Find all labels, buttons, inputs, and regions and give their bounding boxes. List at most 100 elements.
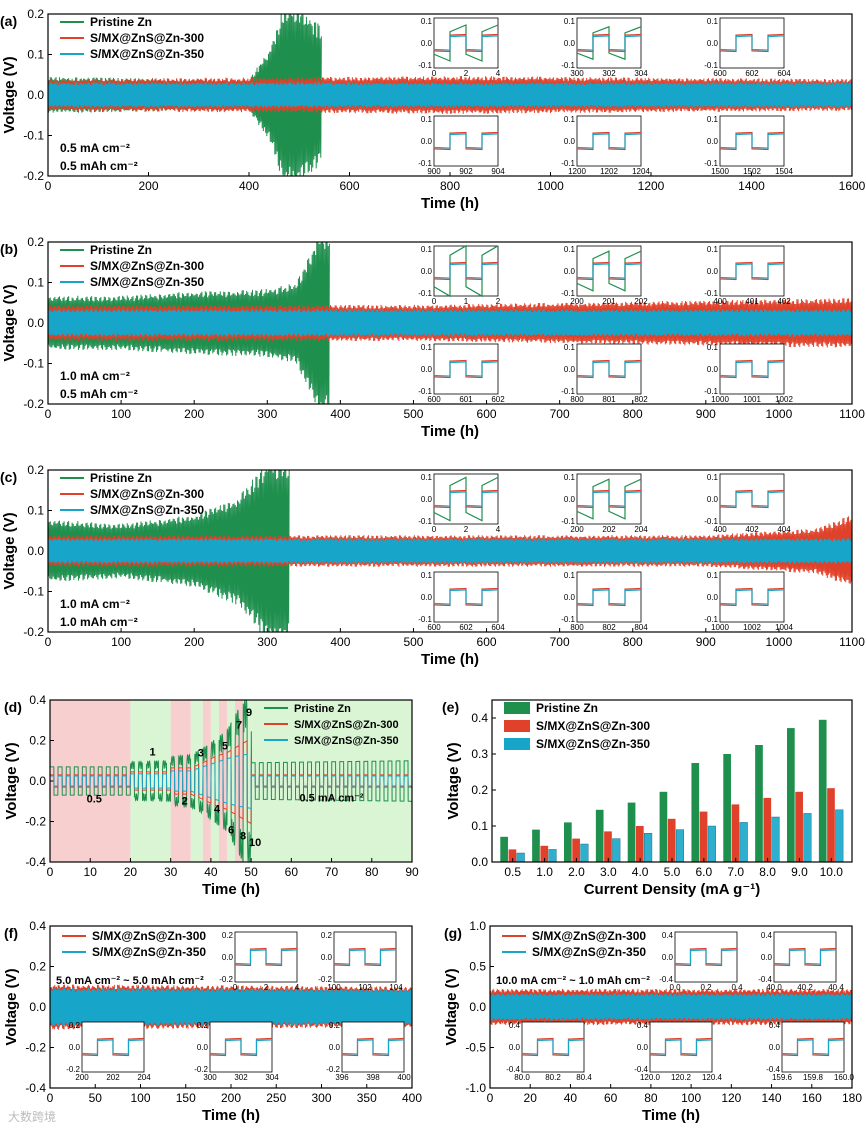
series-line-mx350 bbox=[50, 753, 412, 809]
inset-x-tick-label: 102 bbox=[358, 983, 372, 992]
x-tick-label: 90 bbox=[405, 865, 419, 879]
y-tick-label: 0.4 bbox=[471, 711, 488, 725]
x-tick-label: 1100 bbox=[839, 635, 865, 649]
annotation-current: 0.5 mA cm⁻² bbox=[60, 141, 130, 155]
series-line-mx350 bbox=[48, 538, 852, 564]
inset-y-tick-label: 0.0 bbox=[564, 593, 576, 602]
x-tick-label: 800 bbox=[623, 635, 643, 649]
inset: 0.1 0.0 -0.1600 602 604 bbox=[418, 571, 505, 632]
rate-step-label: 5 bbox=[222, 741, 228, 753]
rate-step-label: 4 bbox=[214, 803, 221, 815]
inset-y-tick-label: 0.0 bbox=[637, 1043, 649, 1052]
legend-entry-pristine: Pristine Zn bbox=[90, 15, 152, 29]
inset-y-tick-label: -0.2 bbox=[194, 1065, 208, 1074]
x-tick-label: 800 bbox=[440, 179, 460, 193]
inset-y-tick-label: 0.1 bbox=[707, 17, 719, 26]
inset-y-tick-label: 0.0 bbox=[707, 39, 719, 48]
inset-x-tick-label: 2 bbox=[264, 983, 269, 992]
y-tick-label: -1.0 bbox=[465, 1081, 486, 1095]
bar-mx350 bbox=[739, 822, 748, 863]
inset-x-tick-label: 120.2 bbox=[671, 1073, 692, 1082]
series-line-mx350 bbox=[48, 309, 852, 337]
x-tick-label: 50 bbox=[244, 865, 258, 879]
x-tick-label: 50 bbox=[89, 1091, 103, 1105]
series-mx350 bbox=[490, 993, 852, 1021]
x-axis-label: Time (h) bbox=[642, 1107, 700, 1124]
inset-line-mx350 bbox=[719, 361, 785, 377]
inset-y-tick-label: 0.0 bbox=[329, 1043, 341, 1052]
y-tick-label: 0.1 bbox=[471, 819, 488, 833]
inset-x-tick-label: 4 bbox=[295, 983, 300, 992]
legend-swatch-mx350 bbox=[504, 738, 530, 750]
inset-x-tick-label: 120.0 bbox=[640, 1073, 661, 1082]
series-mx300 bbox=[490, 988, 852, 1026]
bar-pristine bbox=[595, 809, 604, 862]
inset-x-tick-label: 800 bbox=[570, 395, 584, 404]
inset-y-tick-label: 0.0 bbox=[421, 593, 433, 602]
inset-x-tick-label: 802 bbox=[602, 623, 616, 632]
x-tick-label: 0 bbox=[45, 179, 52, 193]
series-line-pristine bbox=[48, 470, 290, 632]
legend-entry-pristine: Pristine Zn bbox=[90, 243, 152, 257]
inset-frame bbox=[719, 245, 785, 297]
x-axis-label: Time (h) bbox=[421, 423, 479, 440]
bar-pristine bbox=[691, 763, 700, 862]
inset-x-tick-label: 300 bbox=[203, 1073, 217, 1082]
axes-frame bbox=[491, 699, 853, 863]
x-tick-label: 100 bbox=[681, 1091, 701, 1105]
inset-x-tick-label: 0.2 bbox=[700, 983, 712, 992]
panel-label: (d) bbox=[4, 699, 22, 715]
series-mx350 bbox=[50, 987, 412, 1027]
inset-y-tick-label: 0.1 bbox=[564, 473, 576, 482]
x-tick-label: 5.0 bbox=[664, 865, 681, 879]
y-axis-label: Voltage (V) bbox=[3, 968, 20, 1045]
rate-step-label: 0.5 bbox=[87, 793, 102, 805]
x-axis-label: Time (h) bbox=[202, 1107, 260, 1124]
inset: 0.1 0.0 -0.10 2 4 bbox=[418, 17, 501, 78]
inset-frame bbox=[234, 931, 298, 983]
inset-y-tick-label: 0.0 bbox=[69, 1043, 81, 1052]
legend-entry-mx350: S/MX@ZnS@Zn-350 bbox=[90, 275, 204, 289]
bar-pristine bbox=[818, 719, 827, 862]
bar-mx350 bbox=[644, 833, 653, 863]
inset: 0.1 0.0 -0.1600 602 604 bbox=[704, 17, 791, 78]
inset-x-tick-label: 80.2 bbox=[545, 1073, 561, 1082]
inset-line-mx350 bbox=[333, 949, 397, 965]
x-tick-label: 250 bbox=[266, 1091, 286, 1105]
annotation-condition: 5.0 mA cm⁻² ~ 5.0 mAh cm⁻² bbox=[56, 975, 204, 987]
bar-mx300 bbox=[604, 831, 612, 862]
inset-y-tick-label: -0.4 bbox=[758, 975, 772, 984]
y-tick-label: -0.4 bbox=[25, 1081, 46, 1095]
y-tick-label: -0.1 bbox=[23, 585, 44, 599]
y-axis-label: Voltage (V) bbox=[1, 284, 18, 361]
x-tick-label: 600 bbox=[477, 407, 497, 421]
inset-y-tick-label: 0.0 bbox=[197, 1043, 209, 1052]
series-mx350 bbox=[48, 538, 852, 564]
x-tick-label: 1400 bbox=[738, 179, 765, 193]
inset-y-tick-label: 0.0 bbox=[321, 953, 333, 962]
panel-a: 0 200 400 600 800 1000 1200 1400 1600 -0.2 -0.1 0.0… bbox=[0, 7, 866, 212]
series-line-mx300 bbox=[50, 739, 412, 825]
series-line-mx350 bbox=[48, 82, 852, 108]
legend-entry-mx300: S/MX@ZnS@Zn-300 bbox=[90, 31, 204, 45]
series-pristine bbox=[48, 470, 290, 632]
axes-frame bbox=[47, 13, 853, 177]
inset-y-tick-label: -0.1 bbox=[704, 159, 718, 168]
inset-x-tick-label: 204 bbox=[634, 525, 648, 534]
panel-f: 0 50 100 150 200 250 300 350 400-0.4-0.20.00.20.… bbox=[3, 919, 422, 1124]
x-tick-label: 400 bbox=[330, 635, 350, 649]
inset-y-tick-label: -0.1 bbox=[418, 289, 432, 298]
inset-x-tick-label: 304 bbox=[634, 69, 648, 78]
x-tick-label: 0 bbox=[47, 1091, 54, 1105]
bar-mx350 bbox=[612, 838, 621, 863]
inset-x-tick-label: 398 bbox=[366, 1073, 380, 1082]
inset-x-tick-label: 120.4 bbox=[702, 1073, 723, 1082]
rate-step-label: 8 bbox=[240, 831, 246, 843]
bar-pristine bbox=[659, 791, 668, 862]
inset: 0.1 0.0 -0.1400 401 402 bbox=[704, 245, 791, 306]
inset-x-tick-label: 200 bbox=[75, 1073, 89, 1082]
y-tick-label: 0.0 bbox=[27, 544, 44, 558]
